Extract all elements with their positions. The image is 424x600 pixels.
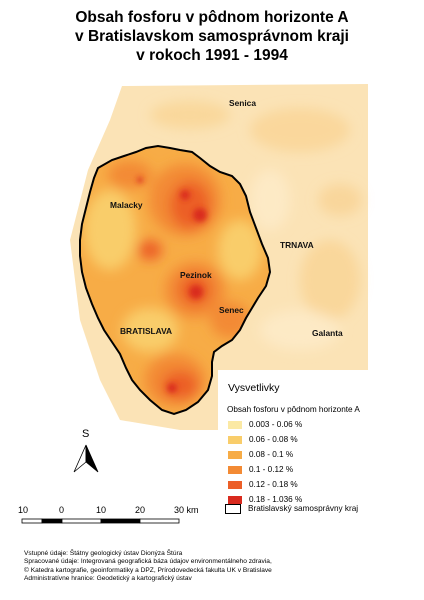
place-label-malacky: Malacky [110,200,143,210]
legend-item: 0.06 - 0.08 % [228,435,298,446]
place-label-galanta: Galanta [312,328,343,338]
place-label-bratislava: BRATISLAVA [120,326,173,336]
place-label-pezinok: Pezinok [180,270,212,280]
legend-item: 0.18 - 1.036 % [228,495,302,506]
scale-tick-label: 0 [59,505,65,515]
title-line-3: v rokoch 1991 - 1994 [136,47,288,64]
scale-bar [21,518,180,524]
credit-line: © Katedra kartografie, geoinformatiky a … [24,566,272,574]
outside-variation [150,101,362,350]
legend-item-label: 0.08 - 0.1 % [249,450,294,459]
place-label-trnava: TRNAVA [280,240,314,250]
map-title: Obsah fosforu v pôdnom horizonte A v Bra… [0,8,424,65]
boundary-swatch [225,504,241,514]
legend-item-label: 0.18 - 1.036 % [249,495,303,504]
scale-tick-label: 10 [18,505,29,515]
legend-boundary-item: Bratislavský samosprávny kraj [225,504,358,514]
scale-tick-label: 10 [96,505,107,515]
title-line-1: Obsah fosforu v pôdnom horizonte A [75,9,349,26]
credit-line: Vstupné údaje: Štátny geologický ústav D… [24,550,183,557]
place-label-senec: Senec [219,305,244,315]
legend-subtitle: Obsah fosforu v pôdnom horizonte A [227,405,360,414]
legend: Vysvetlivky Obsah fosforu v pôdnom horiz… [219,376,370,527]
legend-item: 0.12 - 0.18 % [228,480,298,491]
legend-swatch [228,420,242,429]
legend-swatch [228,495,242,504]
legend-item: 0.08 - 0.1 % [228,450,293,461]
legend-swatch [228,450,242,459]
region-boundary [79,144,272,416]
north-arrow-icon [73,444,99,473]
north-arrow-label: S [82,428,90,440]
legend-item: 0.1 - 0.12 % [228,465,293,476]
legend-boundary-label: Bratislavský samosprávny kraj [248,504,359,514]
credits: Vstupné údaje: Štátny geologický ústav D… [24,550,272,584]
credit-line: Administratívne hranice: Geodetický a ka… [24,575,192,583]
legend-heading: Vysvetlivky [228,382,280,394]
place-label-senica: Senica [229,98,257,108]
legend-item: 0.003 - 0.06 % [228,420,302,431]
credit-line: Spracované údaje: Integrovaná geografick… [24,558,272,566]
title-line-2: v Bratislavskom samosprávnom kraji [75,28,349,45]
legend-item-label: 0.1 - 0.12 % [249,465,294,474]
scale-tick-label: 20 [135,505,146,515]
legend-swatch [228,435,242,444]
legend-item-label: 0.06 - 0.08 % [249,435,298,444]
legend-swatch [228,480,242,489]
legend-item-label: 0.12 - 0.18 % [249,480,298,489]
legend-item-label: 0.003 - 0.06 % [249,420,303,429]
legend-swatch [228,465,242,474]
scale-tick-label: 30 km [174,505,199,515]
